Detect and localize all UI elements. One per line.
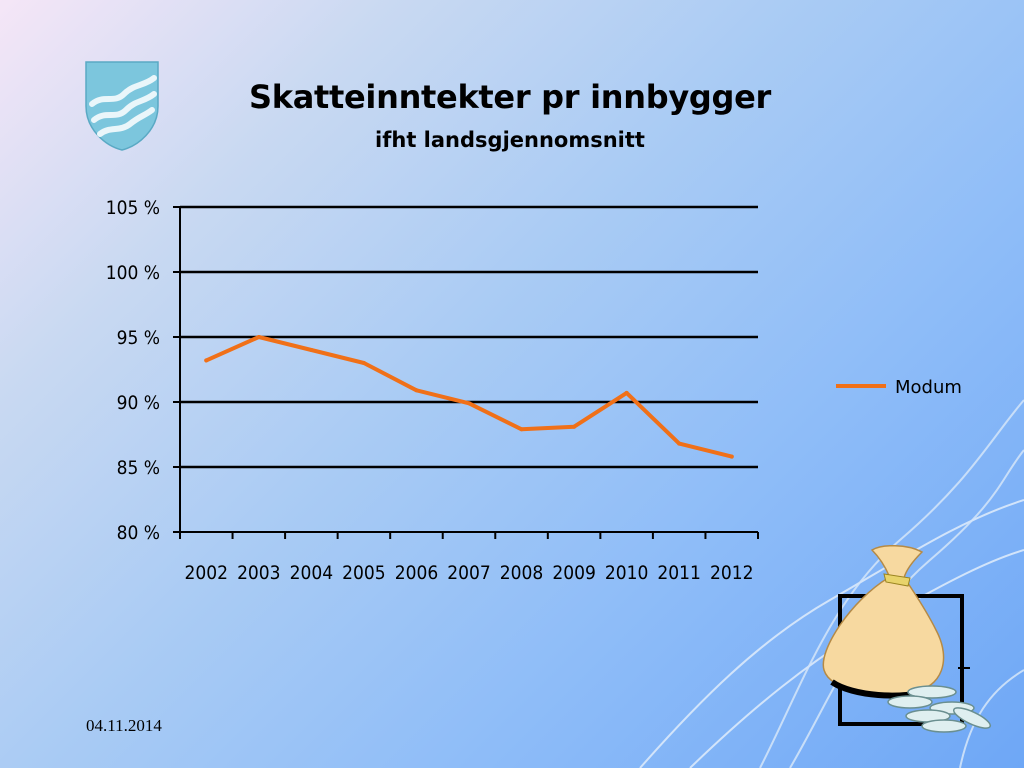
y-tick-label: 90 % xyxy=(117,392,160,414)
chart-subtitle: ifht landsgjennomsnitt xyxy=(375,128,645,152)
x-tick-label: 2002 xyxy=(185,562,229,584)
x-tick-label: 2005 xyxy=(342,562,386,584)
series-point xyxy=(361,361,366,365)
series-line-modum xyxy=(204,335,734,459)
chart-legend: Modum xyxy=(836,377,962,398)
x-tick-label: 2008 xyxy=(500,562,544,584)
x-tick-label: 2007 xyxy=(447,562,491,584)
series-point xyxy=(519,427,524,432)
y-tick-label: 100 % xyxy=(106,262,160,284)
series-point xyxy=(256,335,261,339)
y-tick-labels: 80 % 85 % 90 % 95 % 100 % 105 % xyxy=(106,197,160,544)
series-point xyxy=(572,424,577,429)
series-point xyxy=(467,401,471,406)
legend-label: Modum xyxy=(895,377,962,398)
x-tick-label: 2003 xyxy=(237,562,281,584)
x-tick-label: 2012 xyxy=(710,562,754,584)
series-point xyxy=(204,358,209,363)
y-tick-label: 85 % xyxy=(117,457,160,479)
x-tick-label: 2004 xyxy=(290,562,334,584)
chart-title: Skatteinntekter pr innbygger xyxy=(249,78,771,116)
series-point xyxy=(624,390,629,395)
series-point xyxy=(414,388,419,393)
chart-axes xyxy=(173,206,759,539)
y-tick-label: 80 % xyxy=(117,522,160,544)
money-bag-coins-icon xyxy=(822,545,992,733)
y-tick-label: 95 % xyxy=(117,327,160,349)
x-tick-labels: 2002 2003 2004 2005 2006 2007 2008 2009 2010 2011… xyxy=(185,562,754,584)
x-tick-label: 2009 xyxy=(552,562,596,584)
series-point xyxy=(309,348,314,352)
x-tick-label: 2010 xyxy=(605,562,649,584)
y-tick-label: 105 % xyxy=(106,197,160,219)
chart-series xyxy=(204,335,734,459)
x-tick-label: 2006 xyxy=(395,562,439,584)
x-tick-label: 2011 xyxy=(657,562,701,584)
slide-date: 04.11.2014 xyxy=(86,716,162,735)
municipal-crest-waves-icon xyxy=(85,61,159,151)
series-point xyxy=(677,441,682,446)
series-point xyxy=(729,454,734,459)
